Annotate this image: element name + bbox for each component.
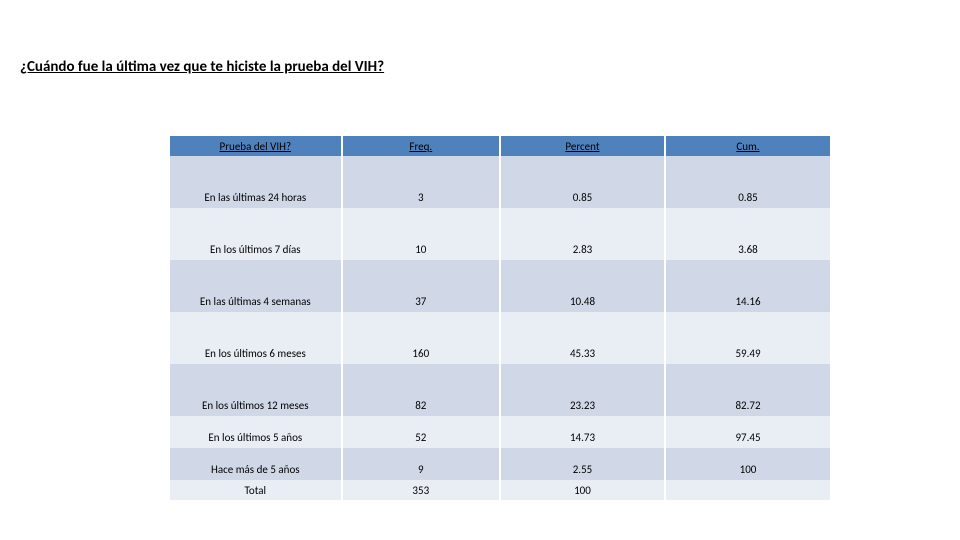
cell-cum: 3.68 — [665, 208, 830, 260]
table-row: En las últimas 24 horas 3 0.85 0.85 — [170, 156, 830, 208]
cell-cum: 14.16 — [665, 260, 830, 312]
col-header-cum: Cum. — [665, 136, 830, 156]
page: ¿Cuándo fue la última vez que te hiciste… — [0, 0, 960, 500]
cell-category: Hace más de 5 años — [170, 448, 342, 480]
table-row: Hace más de 5 años 9 2.55 100 — [170, 448, 830, 480]
cell-cum: 0.85 — [665, 156, 830, 208]
cell-cum: 82.72 — [665, 364, 830, 416]
cell-cum: 59.49 — [665, 312, 830, 364]
cell-category: En los últimos 5 años — [170, 416, 342, 448]
cell-percent: 0.85 — [500, 156, 665, 208]
table-row: En los últimos 5 años 52 14.73 97.45 — [170, 416, 830, 448]
table-row-total: Total 353 100 — [170, 480, 830, 500]
col-header-percent: Percent — [500, 136, 665, 156]
cell-percent: 2.83 — [500, 208, 665, 260]
cell-percent: 10.48 — [500, 260, 665, 312]
cell-freq: 160 — [342, 312, 500, 364]
col-header-category: Prueba del VIH? — [170, 136, 342, 156]
col-header-freq: Freq. — [342, 136, 500, 156]
page-title: ¿Cuándo fue la última vez que te hiciste… — [20, 58, 940, 76]
cell-category: En los últimos 6 meses — [170, 312, 342, 364]
cell-percent: 100 — [500, 480, 665, 500]
table-row: En los últimos 7 días 10 2.83 3.68 — [170, 208, 830, 260]
cell-category: En los últimos 12 meses — [170, 364, 342, 416]
cell-percent: 14.73 — [500, 416, 665, 448]
cell-freq: 10 — [342, 208, 500, 260]
cell-category: En los últimos 7 días — [170, 208, 342, 260]
cell-freq: 82 — [342, 364, 500, 416]
cell-freq: 9 — [342, 448, 500, 480]
table-row: En los últimos 6 meses 160 45.33 59.49 — [170, 312, 830, 364]
cell-percent: 45.33 — [500, 312, 665, 364]
cell-percent: 23.23 — [500, 364, 665, 416]
table-container: Prueba del VIH? Freq. Percent Cum. En la… — [170, 136, 830, 500]
cell-category: En las últimas 4 semanas — [170, 260, 342, 312]
cell-freq: 3 — [342, 156, 500, 208]
cell-cum: 100 — [665, 448, 830, 480]
cell-freq: 52 — [342, 416, 500, 448]
cell-freq: 353 — [342, 480, 500, 500]
table-header-row: Prueba del VIH? Freq. Percent Cum. — [170, 136, 830, 156]
cell-cum: 97.45 — [665, 416, 830, 448]
table-row: En los últimos 12 meses 82 23.23 82.72 — [170, 364, 830, 416]
cell-freq: 37 — [342, 260, 500, 312]
cell-category: Total — [170, 480, 342, 500]
table-row: En las últimas 4 semanas 37 10.48 14.16 — [170, 260, 830, 312]
cell-percent: 2.55 — [500, 448, 665, 480]
cell-cum — [665, 480, 830, 500]
data-table: Prueba del VIH? Freq. Percent Cum. En la… — [170, 136, 830, 500]
cell-category: En las últimas 24 horas — [170, 156, 342, 208]
